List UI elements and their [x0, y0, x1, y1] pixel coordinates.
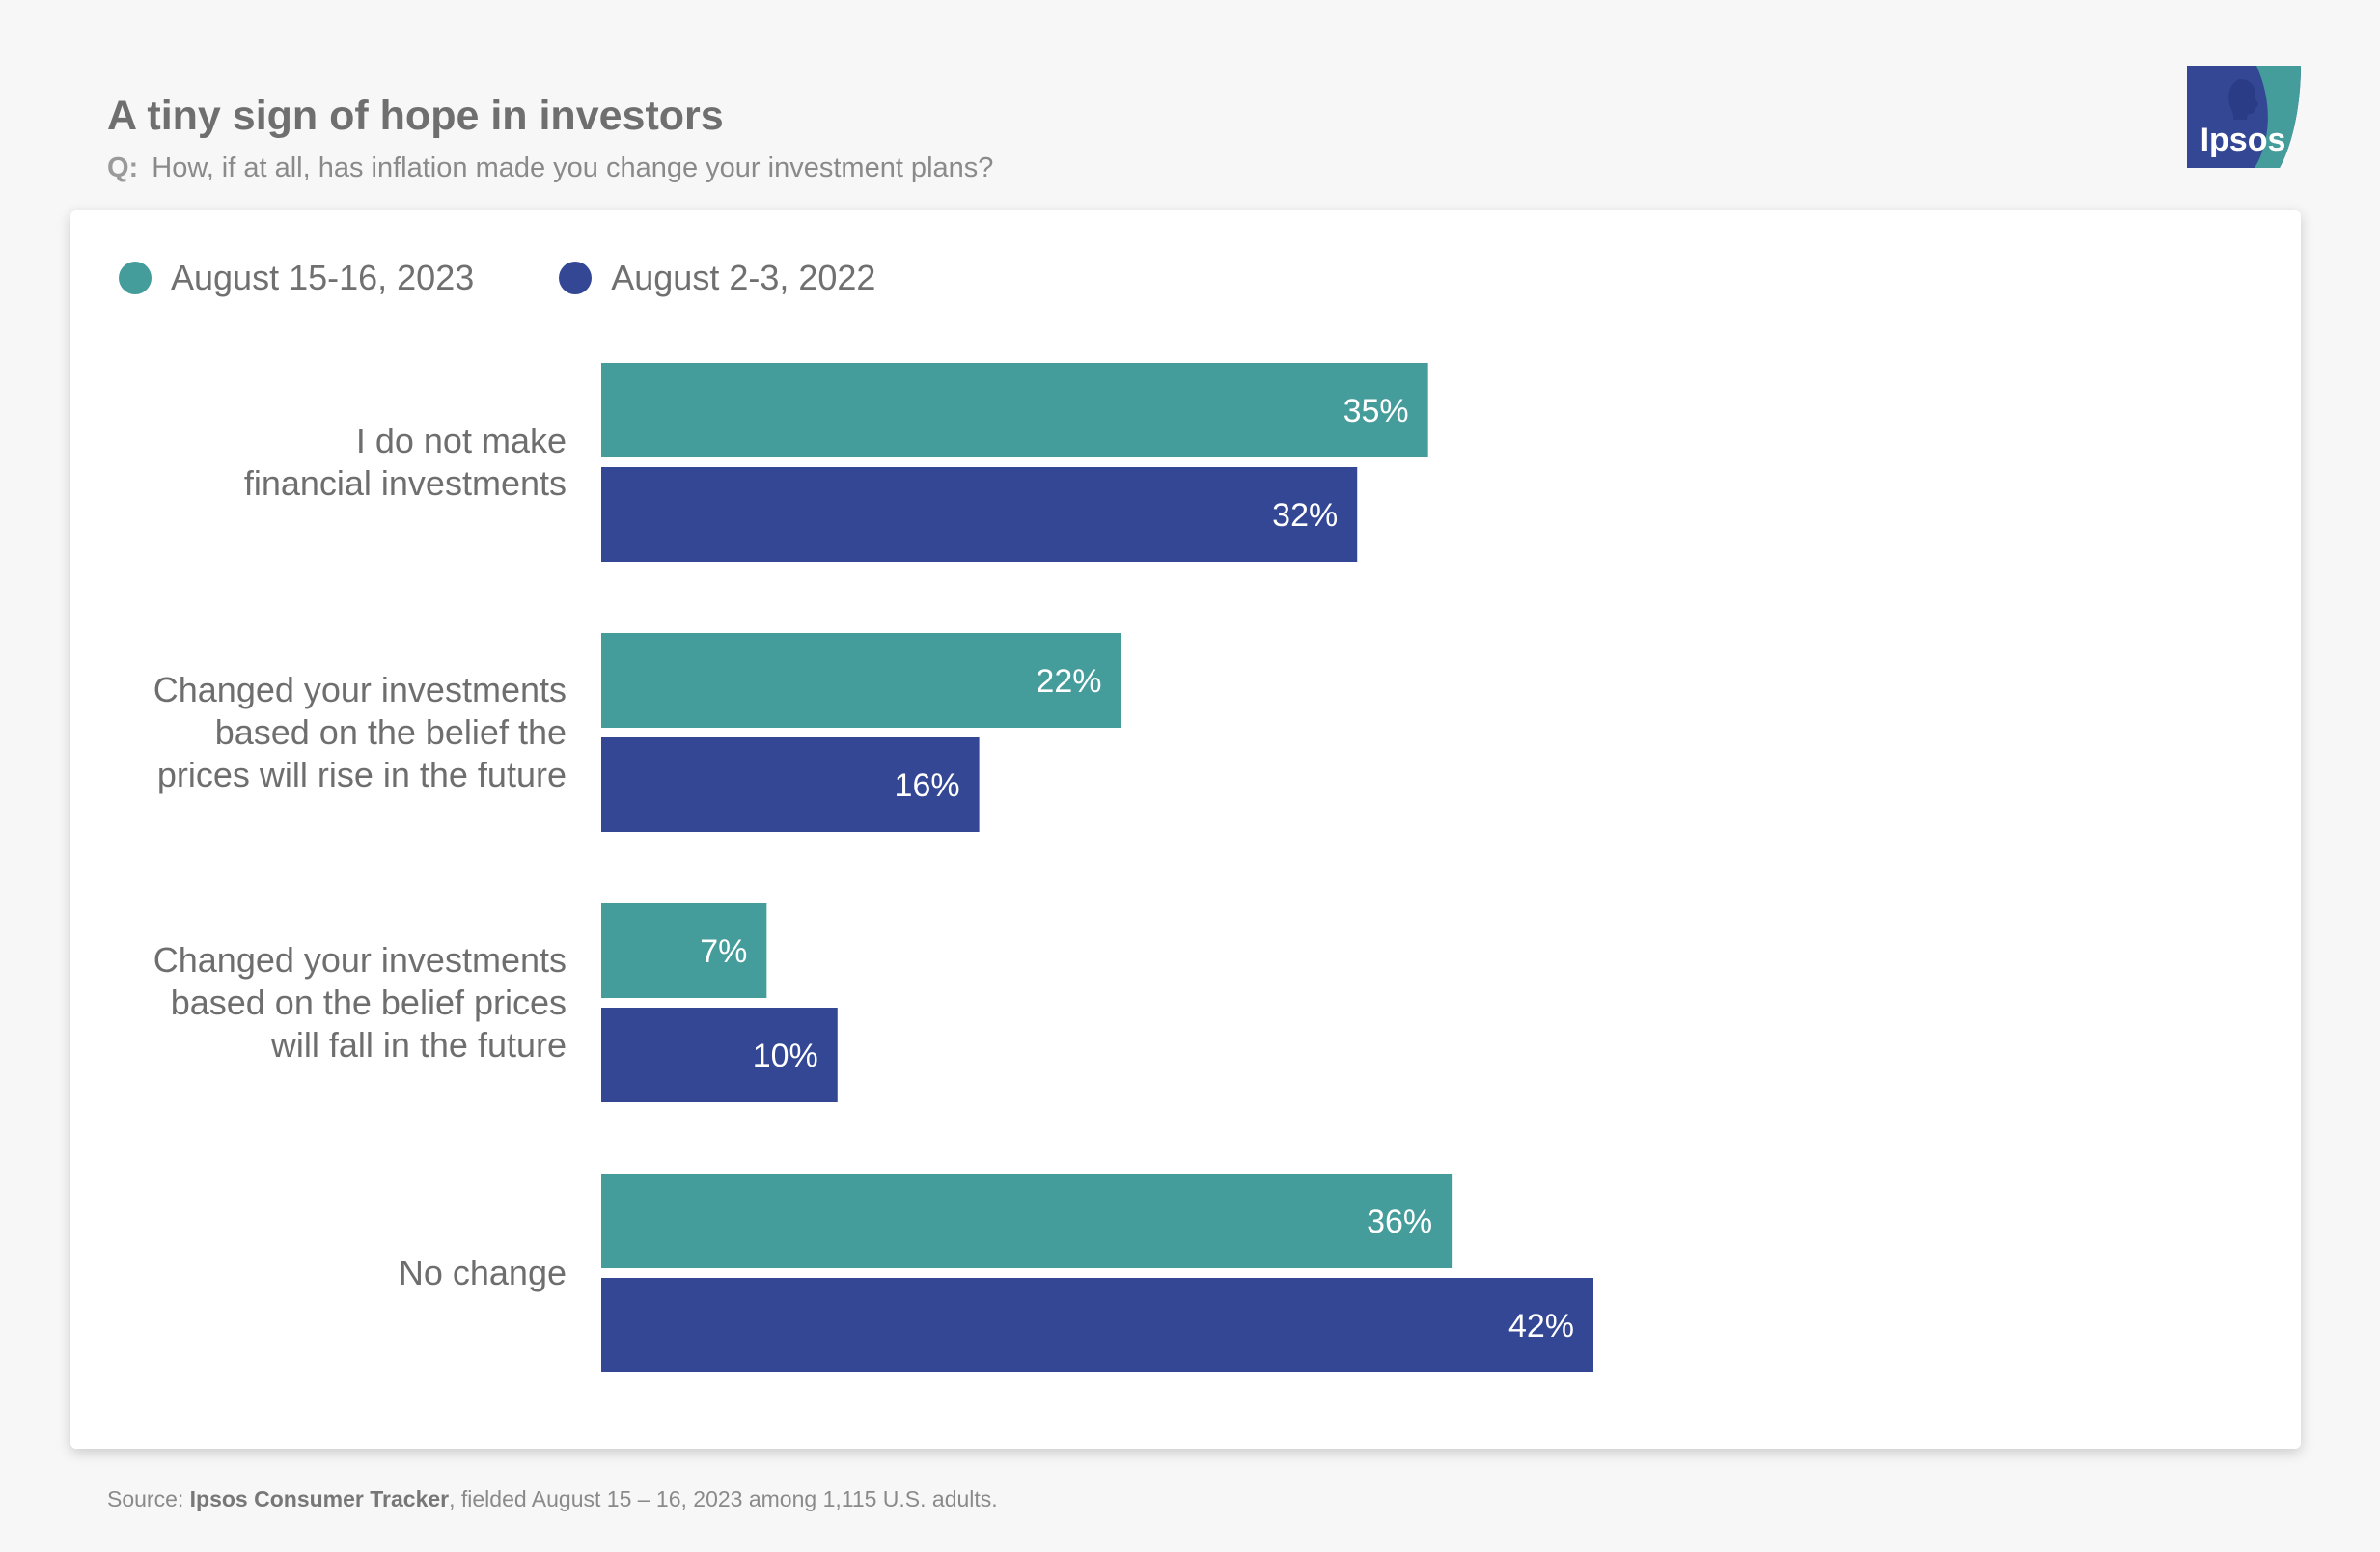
- data-label: 16%: [895, 767, 960, 804]
- data-label: 32%: [1272, 497, 1338, 534]
- bar-2023: [601, 903, 767, 998]
- data-label: 35%: [1343, 393, 1409, 430]
- bar-2023: [601, 633, 1121, 728]
- legend: August 15-16, 2023 August 2-3, 2022: [119, 254, 960, 302]
- category-label: Changed your investments: [153, 940, 567, 980]
- data-label: 7%: [700, 933, 747, 970]
- bar-2023: [601, 1174, 1453, 1268]
- category-label: I do not make: [356, 421, 567, 460]
- category-label: will fall in the future: [270, 1025, 567, 1065]
- bar-2022: [601, 1008, 838, 1102]
- data-label: 22%: [1036, 663, 1101, 700]
- bar-2023: [601, 363, 1428, 457]
- legend-label-2022: August 2-3, 2022: [611, 258, 876, 297]
- legend-item-2022: August 2-3, 2022: [559, 258, 875, 298]
- legend-dot-2023: [119, 262, 152, 294]
- logo-text: Ipsos: [2200, 122, 2286, 158]
- bar-2022: [601, 737, 980, 832]
- bar-2022: [601, 467, 1358, 562]
- legend-label-2023: August 15-16, 2023: [171, 258, 475, 297]
- category-label: No change: [399, 1253, 567, 1292]
- question-subtitle: Q: How, if at all, has inflation made yo…: [107, 152, 993, 184]
- category-label: financial investments: [244, 463, 567, 503]
- chart-title: A tiny sign of hope in investors: [107, 93, 724, 139]
- data-label: 42%: [1508, 1308, 1574, 1344]
- legend-item-2023: August 15-16, 2023: [119, 258, 474, 298]
- question-prefix: Q:: [107, 152, 139, 183]
- source-rest: , fielded August 15 – 16, 2023 among 1,1…: [449, 1486, 998, 1511]
- bar-2022: [601, 1278, 1593, 1372]
- source-name: Ipsos Consumer Tracker: [189, 1486, 450, 1511]
- source-prefix: Source:: [107, 1486, 184, 1511]
- category-label: prices will rise in the future: [157, 755, 567, 794]
- category-label: based on the belief prices: [171, 983, 567, 1022]
- source-footnote: Source: Ipsos Consumer Tracker, fielded …: [107, 1486, 998, 1512]
- data-label: 36%: [1367, 1204, 1432, 1240]
- data-label: 10%: [753, 1038, 818, 1074]
- legend-dot-2022: [559, 262, 593, 294]
- category-label: based on the belief the: [215, 712, 567, 752]
- category-label: Changed your investments: [153, 670, 567, 709]
- question-text: How, if at all, has inflation made you c…: [152, 152, 994, 183]
- ipsos-logo: Ipsos: [2187, 66, 2301, 168]
- chart-card: August 15-16, 2023 August 2-3, 2022 I do…: [70, 210, 2301, 1449]
